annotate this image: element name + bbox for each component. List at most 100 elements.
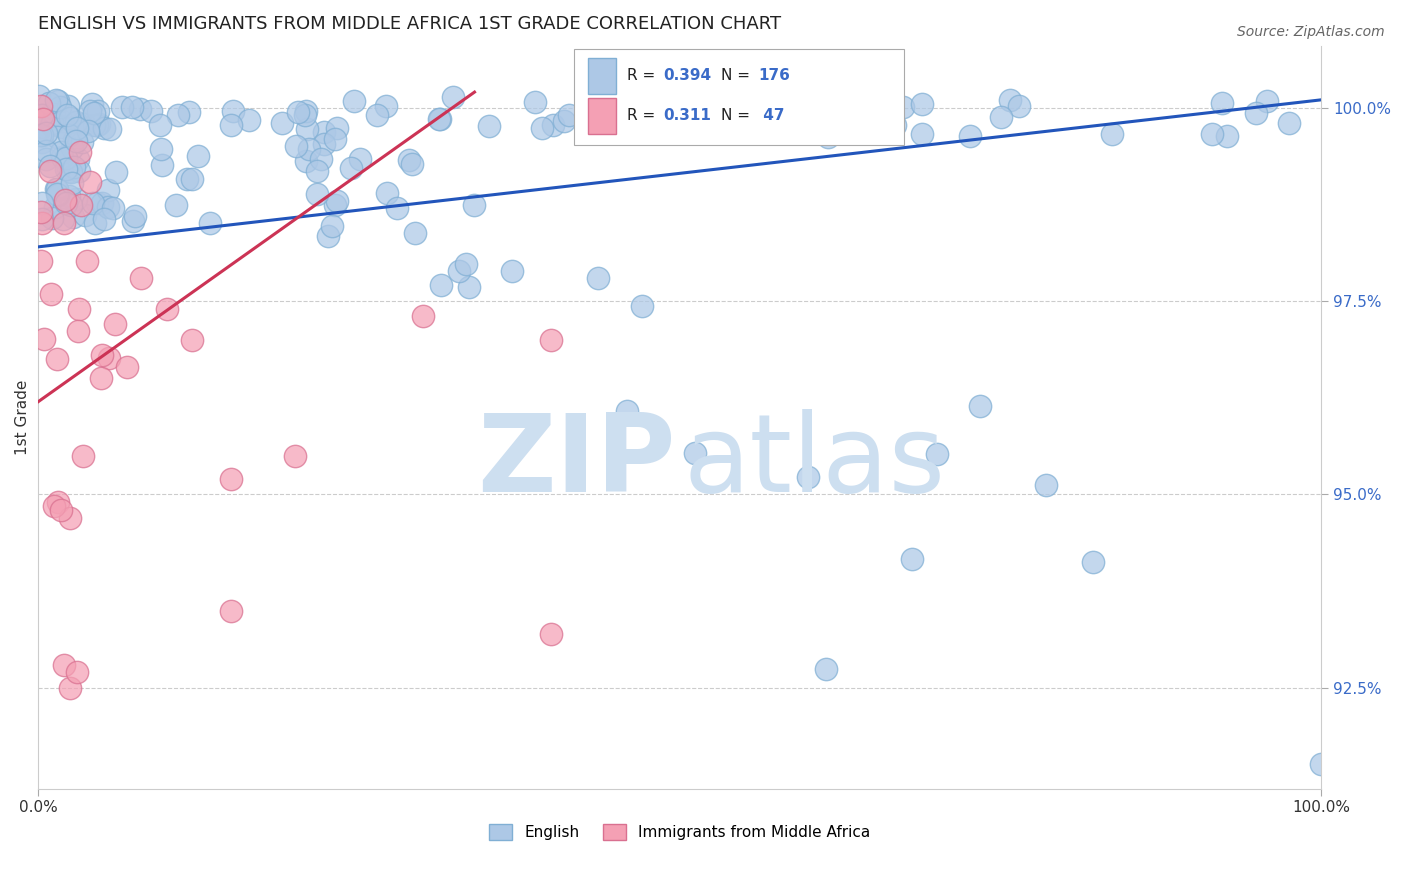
Point bbox=[238, 112, 260, 127]
Point bbox=[1216, 129, 1239, 144]
Point bbox=[93, 212, 115, 227]
Point bbox=[969, 399, 991, 413]
Point bbox=[104, 317, 127, 331]
Point bbox=[814, 94, 837, 108]
Point bbox=[31, 108, 53, 122]
Point bbox=[427, 112, 450, 126]
Point bbox=[1035, 477, 1057, 491]
Point bbox=[298, 142, 321, 156]
Point bbox=[176, 172, 198, 186]
Point bbox=[31, 196, 53, 211]
Point bbox=[1201, 127, 1223, 141]
Point bbox=[124, 209, 146, 223]
Point bbox=[641, 108, 664, 122]
Point bbox=[56, 108, 79, 122]
Point bbox=[150, 142, 173, 156]
Point bbox=[387, 202, 409, 216]
Point bbox=[683, 445, 706, 459]
Point bbox=[51, 503, 73, 517]
Point bbox=[66, 665, 89, 680]
Point bbox=[45, 94, 67, 108]
Legend: English, Immigrants from Middle Africa: English, Immigrants from Middle Africa bbox=[484, 818, 876, 847]
Point bbox=[38, 95, 60, 110]
Point bbox=[1008, 99, 1031, 113]
Point bbox=[86, 196, 108, 211]
Point bbox=[1101, 128, 1123, 142]
Point bbox=[129, 270, 152, 285]
Text: N =: N = bbox=[721, 69, 755, 83]
Point bbox=[32, 332, 55, 346]
Point bbox=[297, 122, 319, 136]
Point bbox=[93, 120, 115, 135]
Point bbox=[883, 118, 905, 132]
Point bbox=[139, 104, 162, 119]
Point bbox=[287, 104, 309, 119]
Point bbox=[375, 99, 398, 113]
Point bbox=[65, 192, 87, 206]
Point bbox=[430, 277, 453, 292]
Point bbox=[309, 153, 332, 167]
Point bbox=[97, 200, 120, 214]
Point bbox=[49, 100, 72, 114]
Point bbox=[51, 120, 73, 134]
Point bbox=[616, 404, 638, 418]
Text: N =: N = bbox=[721, 109, 755, 123]
Text: 0.311: 0.311 bbox=[664, 109, 711, 123]
Point bbox=[67, 302, 90, 317]
Point bbox=[294, 108, 316, 122]
Point bbox=[55, 194, 77, 208]
Point bbox=[41, 116, 63, 130]
Point bbox=[321, 219, 343, 233]
Point bbox=[121, 100, 143, 114]
Point bbox=[31, 135, 53, 149]
Point bbox=[111, 100, 134, 114]
Point bbox=[73, 117, 96, 131]
Point bbox=[295, 104, 318, 119]
Point bbox=[531, 121, 554, 136]
Point bbox=[59, 164, 82, 178]
Point bbox=[404, 226, 426, 240]
Y-axis label: 1st Grade: 1st Grade bbox=[15, 379, 30, 455]
Point bbox=[79, 175, 101, 189]
Text: 0.394: 0.394 bbox=[664, 69, 711, 83]
Point bbox=[295, 153, 318, 168]
Point bbox=[166, 107, 188, 121]
Point bbox=[219, 603, 242, 617]
Point bbox=[72, 449, 94, 463]
Point bbox=[318, 229, 340, 244]
Point bbox=[53, 216, 76, 230]
Point bbox=[458, 280, 481, 294]
Point bbox=[149, 118, 172, 132]
Point bbox=[312, 136, 335, 151]
Point bbox=[39, 163, 62, 178]
Point bbox=[66, 324, 89, 338]
Point bbox=[325, 194, 347, 209]
Point bbox=[456, 257, 478, 271]
Text: 176: 176 bbox=[758, 69, 790, 83]
Point bbox=[412, 310, 434, 324]
Point bbox=[45, 182, 67, 196]
Point bbox=[901, 552, 924, 566]
Point bbox=[540, 626, 562, 640]
Point bbox=[156, 301, 179, 316]
Point bbox=[312, 125, 335, 139]
Point bbox=[46, 130, 69, 145]
Point bbox=[463, 198, 485, 212]
Point bbox=[343, 94, 366, 108]
Point bbox=[66, 121, 89, 136]
Point bbox=[80, 96, 103, 111]
Point bbox=[285, 139, 308, 153]
Point bbox=[600, 98, 623, 112]
Point bbox=[86, 118, 108, 132]
Point bbox=[28, 128, 51, 142]
Point bbox=[87, 104, 110, 119]
Point bbox=[55, 195, 77, 210]
Point bbox=[911, 127, 934, 141]
Point bbox=[31, 217, 53, 231]
Point bbox=[46, 188, 69, 202]
Point bbox=[44, 107, 66, 121]
Point bbox=[817, 130, 839, 145]
Point bbox=[55, 161, 77, 176]
Point bbox=[90, 195, 112, 210]
Point bbox=[45, 186, 67, 201]
